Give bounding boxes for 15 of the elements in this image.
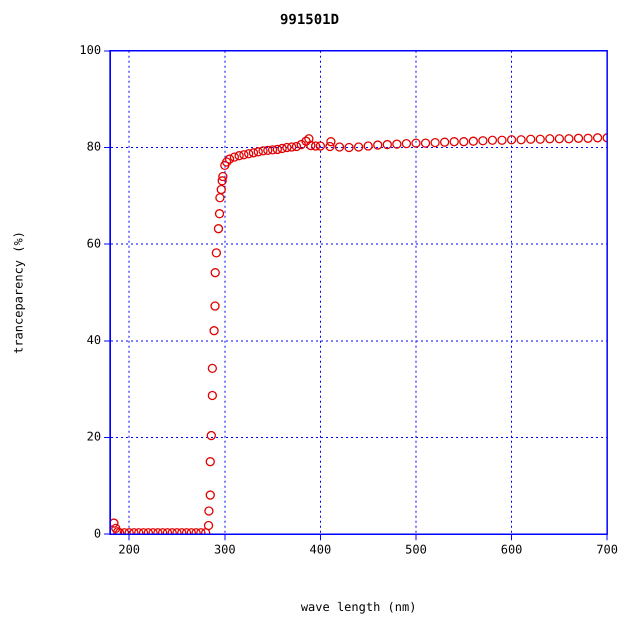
x-tick-label: 400 <box>310 542 332 557</box>
y-tick-label: 60 <box>86 236 102 250</box>
y-tick-label: 80 <box>86 140 102 154</box>
y-tick-label: 20 <box>86 430 102 444</box>
x-tick-label: 500 <box>405 542 427 557</box>
x-tick-label: 700 <box>596 542 618 557</box>
x-tick-label: 200 <box>118 542 140 557</box>
y-tick-label: 0 <box>94 526 102 540</box>
y-tick-label: 100 <box>79 42 102 57</box>
y-tick-label: 40 <box>86 332 102 347</box>
y-axis-title: tranceparency (%) <box>11 231 26 354</box>
chart-title: 991501D <box>280 12 340 28</box>
x-tick-label: 300 <box>214 542 236 557</box>
x-axis-title: wave length (nm) <box>300 600 416 614</box>
x-tick-label: 600 <box>500 542 522 557</box>
